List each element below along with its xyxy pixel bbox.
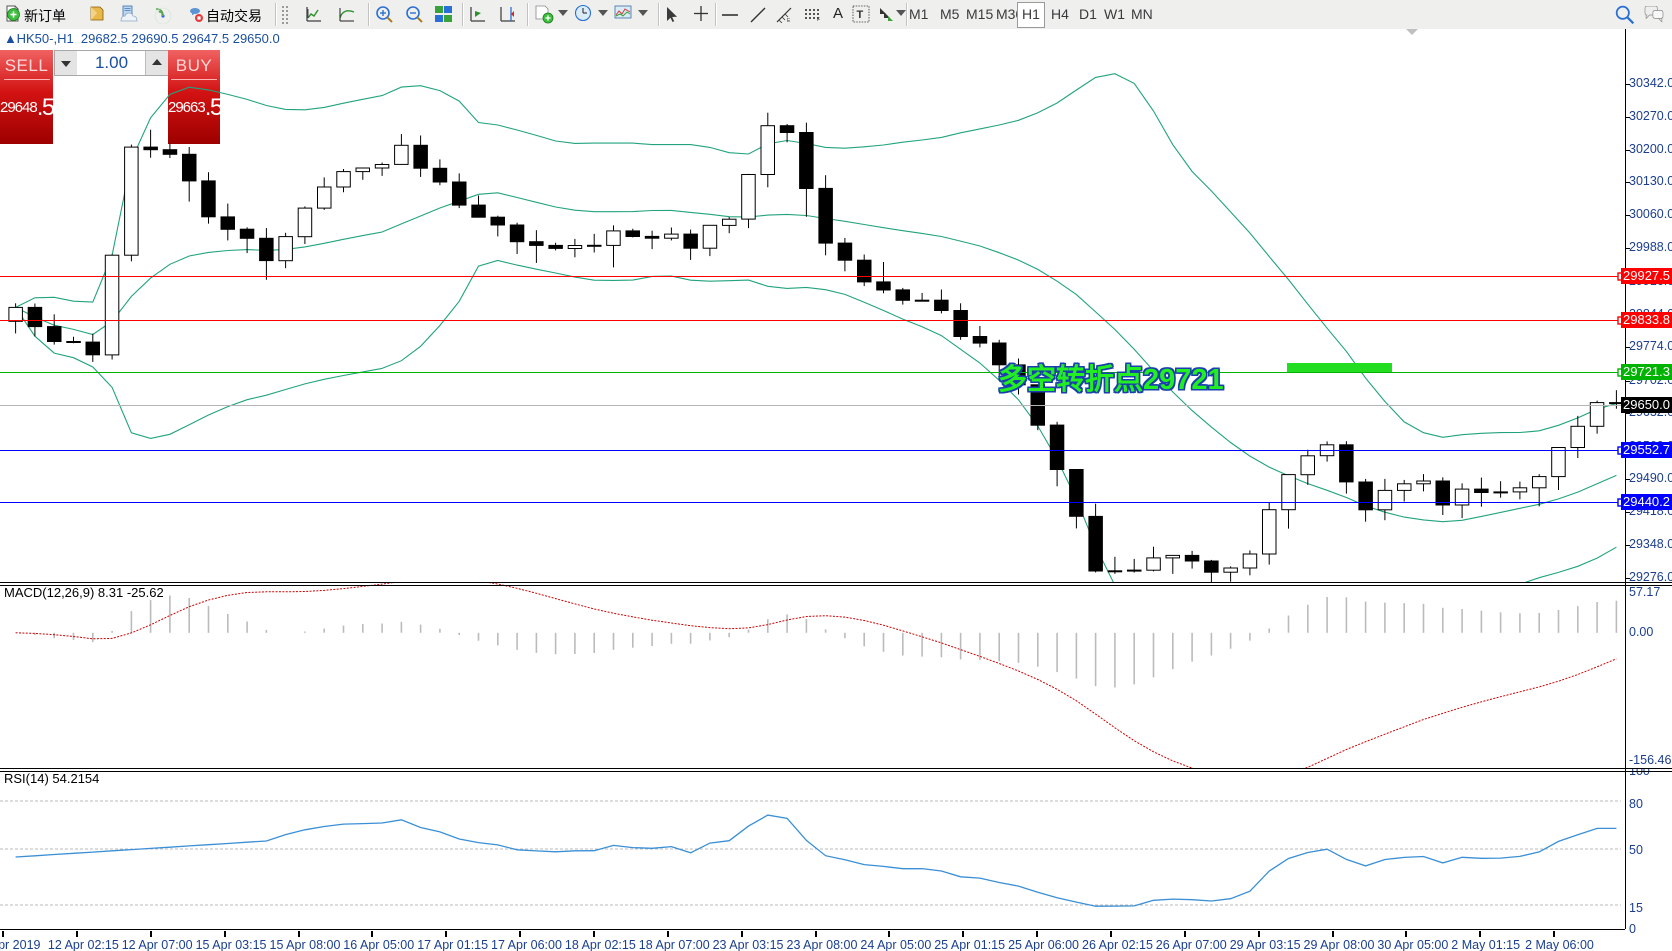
svg-text:E: E: [787, 18, 791, 23]
svg-text:T: T: [857, 9, 864, 21]
svg-text:F: F: [817, 17, 820, 21]
